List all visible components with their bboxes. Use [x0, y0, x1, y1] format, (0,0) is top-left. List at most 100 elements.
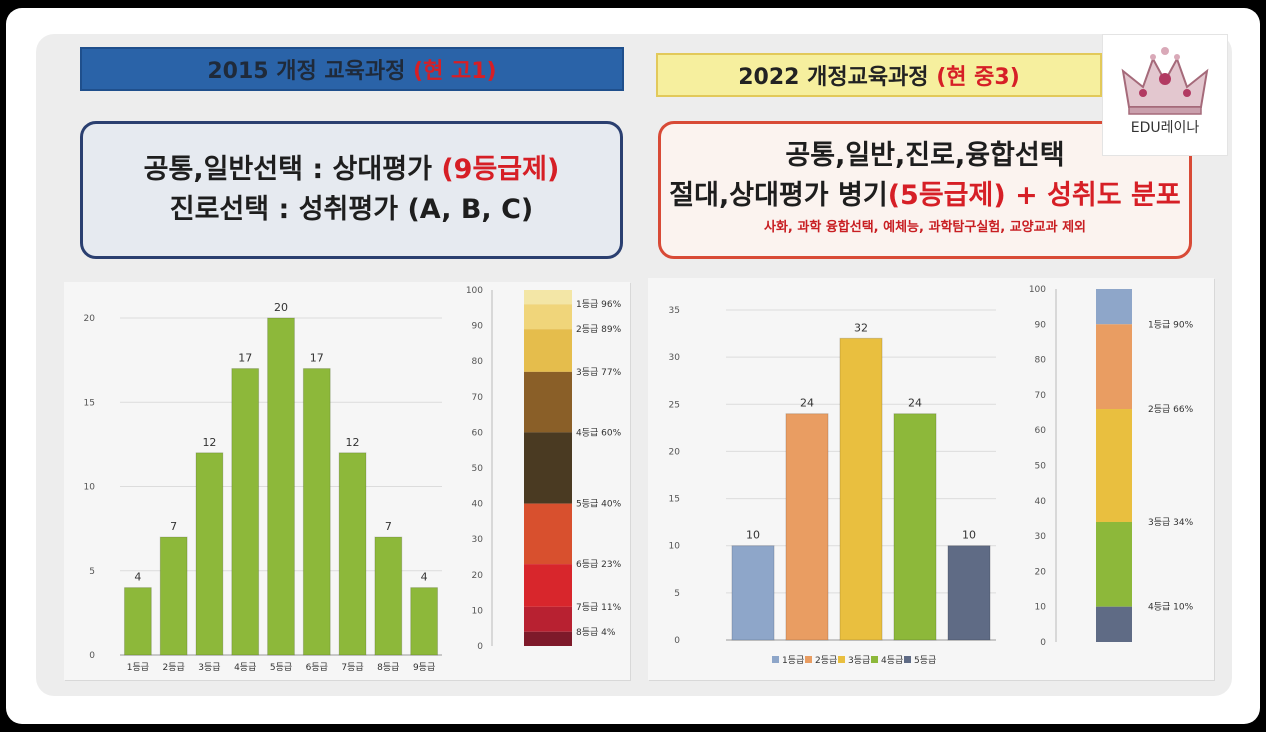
stack-segment: [524, 371, 572, 433]
y-tick-label: 10: [669, 542, 681, 552]
x-tick-label: 2등급: [163, 662, 185, 673]
summary-note: 사화, 과학 융합선택, 예체능, 과학탐구실험, 교양교과 제외: [764, 220, 1086, 235]
y-tick-label: 30: [472, 535, 484, 545]
banner-highlight: (현 중3): [936, 65, 1020, 90]
segment-label: 2등급 66%: [1148, 404, 1194, 415]
summary-line-1: 공통,일반선택 : 상대평가 (9등급제): [83, 150, 620, 190]
data-label: 10: [962, 529, 976, 542]
banner-highlight: (현 고1): [413, 59, 497, 84]
bar: [338, 452, 367, 656]
stack-segment: [1096, 324, 1132, 410]
y-tick-label: 40: [1035, 497, 1047, 507]
y-tick-label: 20: [1035, 567, 1047, 577]
stack-segment: [524, 432, 572, 504]
legend-swatch: [838, 656, 845, 663]
y-tick-label: 90: [1035, 320, 1047, 330]
segment-label: 6등급 23%: [576, 559, 622, 570]
y-tick-label: 0: [1040, 638, 1046, 648]
data-label: 20: [274, 301, 288, 314]
bar: [267, 317, 295, 656]
stack-segment: [1096, 409, 1132, 522]
y-tick-label: 80: [472, 357, 484, 367]
stack-segment: [524, 503, 572, 565]
bar: [231, 368, 260, 656]
bar: [947, 545, 991, 641]
bar: [839, 337, 883, 641]
y-tick-label: 20: [472, 571, 484, 581]
bar: [893, 413, 937, 641]
crown-icon: [1121, 47, 1209, 115]
legend-label: 2등급: [815, 655, 837, 666]
y-tick-label: 10: [1035, 603, 1047, 613]
stack-segment: [524, 304, 572, 330]
data-label: 4: [421, 571, 428, 584]
bar: [302, 368, 331, 656]
y-tick-label: 60: [472, 428, 484, 438]
x-tick-label: 7등급: [341, 662, 363, 673]
legend-swatch: [871, 656, 878, 663]
y-tick-label: 90: [472, 322, 484, 332]
y-tick-label: 30: [1035, 532, 1047, 542]
y-tick-label: 60: [1035, 426, 1047, 436]
bar: [410, 587, 439, 656]
y-tick-label: 15: [669, 495, 680, 505]
grading-2015-summary: 공통,일반선택 : 상대평가 (9등급제) 진로선택 : 성취평가 (A, B,…: [80, 121, 623, 259]
y-tick-label: 35: [669, 306, 680, 316]
segment-label: 5등급 40%: [576, 499, 622, 510]
segment-label: 7등급 11%: [576, 602, 622, 613]
bar: [785, 413, 829, 641]
legend-swatch: [805, 656, 812, 663]
summary-line-2: 절대,상대평가 병기(5등급제) + 성취도 분포: [661, 176, 1189, 216]
summary-highlight: (9등급제): [441, 154, 560, 185]
summary-highlight: (5등급제) + 성취도 분포: [887, 180, 1181, 211]
stack-segment: [524, 631, 572, 646]
summary-line-2: 진로선택 : 성취평가 (A, B, C): [169, 194, 534, 225]
stack-segment: [524, 329, 572, 372]
x-tick-label: 1등급: [127, 662, 149, 673]
legend-label: 4등급: [881, 655, 903, 666]
curriculum-2022-banner: 2022 개정교육과정 (현 중3): [656, 53, 1102, 97]
summary-text: 공통,일반선택 : 상대평가: [143, 154, 432, 185]
stack-segment: [524, 606, 572, 632]
y-tick-label: 5: [674, 589, 680, 599]
data-label: 12: [202, 436, 216, 449]
segment-label: 4등급 60%: [576, 427, 622, 438]
x-tick-label: 8등급: [377, 662, 399, 673]
bar: [195, 452, 224, 656]
curriculum-2015-banner: 2015 개정 교육과정 (현 고1): [80, 47, 624, 91]
legend-label: 5등급: [914, 655, 936, 666]
x-tick-label: 5등급: [270, 662, 292, 673]
segment-label: 2등급 89%: [576, 324, 622, 335]
y-tick-label: 10: [84, 483, 96, 493]
x-tick-label: 9등급: [413, 662, 435, 673]
bar: [123, 587, 152, 656]
data-label: 4: [134, 571, 141, 584]
y-tick-label: 50: [1035, 462, 1047, 472]
x-tick-label: 6등급: [306, 662, 328, 673]
y-tick-label: 5: [89, 567, 95, 577]
data-label: 17: [238, 352, 252, 365]
segment-label: 3등급 34%: [1148, 517, 1194, 528]
y-tick-label: 100: [1029, 285, 1046, 295]
y-tick-label: 0: [89, 651, 95, 661]
data-label: 24: [908, 397, 922, 410]
y-tick-label: 0: [477, 642, 483, 652]
data-label: 10: [746, 529, 760, 542]
banner-title: 2022 개정교육과정: [738, 65, 929, 90]
data-label: 7: [385, 520, 392, 533]
summary-line-1: 공통,일반,진로,융합선택: [785, 140, 1065, 171]
stack-segment: [524, 290, 572, 305]
data-label: 17: [310, 352, 324, 365]
stack-segment: [1096, 289, 1132, 325]
y-tick-label: 50: [472, 464, 484, 474]
segment-label: 4등급 10%: [1148, 602, 1194, 613]
y-tick-label: 30: [669, 353, 681, 363]
stack-segment: [1096, 521, 1132, 607]
data-label: 7: [170, 520, 177, 533]
y-tick-label: 80: [1035, 356, 1047, 366]
y-tick-label: 70: [1035, 391, 1047, 401]
data-label: 24: [800, 397, 814, 410]
y-tick-label: 15: [84, 398, 95, 408]
banner-title: 2015 개정 교육과정: [207, 59, 406, 84]
